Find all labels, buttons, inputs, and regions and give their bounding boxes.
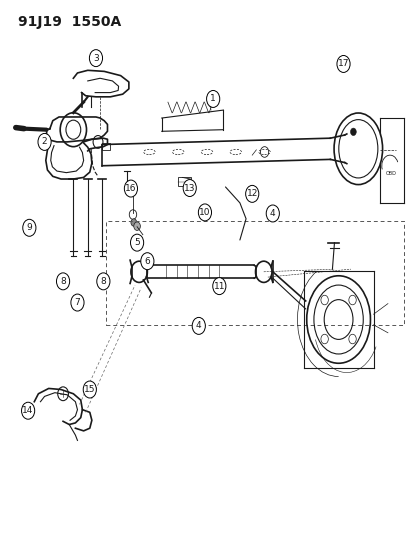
Text: 15: 15 xyxy=(84,385,95,394)
Text: 2: 2 xyxy=(42,138,47,147)
Circle shape xyxy=(38,133,51,150)
Text: 16: 16 xyxy=(125,184,136,193)
Text: OBD: OBD xyxy=(385,171,395,176)
Text: 10: 10 xyxy=(199,208,210,217)
Text: 1: 1 xyxy=(210,94,216,103)
Circle shape xyxy=(97,273,110,290)
Text: 17: 17 xyxy=(337,60,349,68)
Circle shape xyxy=(198,204,211,221)
Text: 12: 12 xyxy=(246,189,257,198)
Circle shape xyxy=(212,278,225,295)
Circle shape xyxy=(130,234,143,251)
Circle shape xyxy=(206,91,219,108)
Text: 4: 4 xyxy=(269,209,275,218)
Circle shape xyxy=(192,317,205,334)
Circle shape xyxy=(21,402,35,419)
Text: 6: 6 xyxy=(144,257,150,265)
Circle shape xyxy=(89,50,102,67)
Circle shape xyxy=(133,222,140,230)
Bar xyxy=(106,221,404,325)
Text: 8: 8 xyxy=(60,277,66,286)
Circle shape xyxy=(124,180,137,197)
Text: 14: 14 xyxy=(22,406,34,415)
Circle shape xyxy=(336,55,349,72)
Bar xyxy=(102,143,109,150)
Text: 3: 3 xyxy=(93,54,99,62)
Text: 13: 13 xyxy=(183,183,195,192)
Circle shape xyxy=(245,185,258,203)
Text: 4: 4 xyxy=(195,321,201,330)
Circle shape xyxy=(56,273,69,290)
Text: 7: 7 xyxy=(74,298,80,307)
Circle shape xyxy=(140,253,154,270)
Text: 11: 11 xyxy=(213,281,225,290)
Circle shape xyxy=(83,381,96,398)
Circle shape xyxy=(131,219,136,226)
Text: 8: 8 xyxy=(100,277,106,286)
Bar xyxy=(178,177,191,186)
Circle shape xyxy=(183,180,196,197)
Text: 9: 9 xyxy=(26,223,32,232)
Circle shape xyxy=(71,294,84,311)
Text: 5: 5 xyxy=(134,238,140,247)
Circle shape xyxy=(350,128,356,135)
Text: 91J19  1550A: 91J19 1550A xyxy=(18,15,121,29)
Circle shape xyxy=(266,205,279,222)
Circle shape xyxy=(23,219,36,236)
